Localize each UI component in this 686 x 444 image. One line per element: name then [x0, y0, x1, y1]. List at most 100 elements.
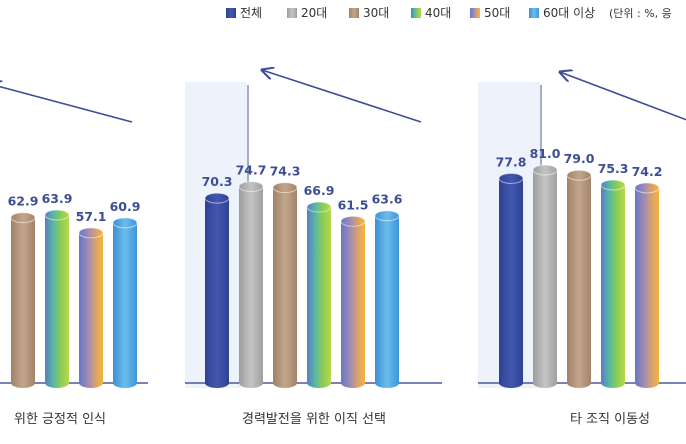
bar-cap-total	[204, 192, 230, 204]
bar-body-60s-plus	[113, 222, 137, 383]
bar-body-20s	[239, 186, 263, 383]
bar-base-40s	[601, 378, 625, 388]
bar-30s	[272, 182, 298, 388]
legend-label-20s: 20대	[301, 6, 327, 20]
legend-item-60s-plus: 60대 이상	[529, 6, 595, 20]
bar-50s	[340, 215, 366, 388]
legend-label-40s: 40대	[425, 6, 451, 20]
trend-arrow	[262, 70, 422, 123]
bar-base-50s	[635, 378, 659, 388]
bar-base-60s-plus	[113, 378, 137, 388]
value-label-total: 70.3	[202, 174, 233, 189]
trend-arrow	[0, 84, 133, 123]
bar-total	[204, 192, 230, 388]
legend-label-30s: 30대	[363, 6, 389, 20]
legend-swatch-60s-plus	[529, 8, 539, 18]
bar-50s	[78, 227, 104, 388]
bar-cap-40s	[306, 201, 332, 213]
bar-base-50s	[79, 378, 103, 388]
bar-base-20s	[239, 378, 263, 388]
bar-30s	[10, 212, 36, 388]
bar-body-60s-plus	[375, 215, 399, 383]
bar-body-50s	[341, 221, 365, 383]
chart-panel-1: 62.9 63.957.160.9 위한 긍정적 인식	[0, 82, 148, 427]
bar-cap-30s	[272, 182, 298, 194]
bar-cap-total	[498, 172, 524, 184]
value-label-50s: 61.5	[338, 197, 369, 212]
bar-base-20s	[533, 378, 557, 388]
bar-cap-60s-plus	[112, 217, 138, 229]
legend-label-50s: 50대	[484, 6, 510, 20]
bar-60s-plus	[374, 210, 400, 388]
bar-cap-30s	[10, 212, 36, 224]
bar-body-30s	[273, 187, 297, 383]
bar-base-total	[205, 378, 229, 388]
bar-base-40s	[45, 378, 69, 388]
bar-body-20s	[533, 169, 557, 383]
legend-item-30s: 30대	[349, 6, 389, 20]
chart-panel-2: 70.374.7 74.366.961.5 63.6 경력발전을 위한 이직 선택	[185, 70, 442, 427]
bar-cap-50s	[78, 227, 104, 239]
bar-cap-40s	[44, 209, 70, 221]
bar-40s	[306, 201, 332, 388]
value-label-total: 77.8	[496, 154, 527, 169]
value-label-40s: 66.9	[304, 183, 335, 198]
bar-cap-40s	[600, 179, 626, 191]
bar-base-30s	[11, 378, 35, 388]
bar-base-total	[499, 378, 523, 388]
chart-panel-3: 77.881.0 79.075.3 74.2 타 조직 이동성	[478, 72, 686, 427]
legend-item-total: 전체	[226, 6, 262, 20]
legend-swatch-20s	[287, 8, 297, 18]
bar-base-30s	[273, 378, 297, 388]
value-label-40s: 63.9	[42, 191, 73, 206]
chart-panels: 62.9 63.957.160.9 위한 긍정적 인식 70.374.7 74.366.…	[0, 70, 686, 427]
panel-title: 위한 긍정적 인식	[14, 412, 106, 427]
bar-cap-30s	[566, 169, 592, 181]
bar-cap-60s-plus	[374, 210, 400, 222]
bar-40s	[600, 179, 626, 388]
value-label-20s: 81.0	[530, 146, 561, 161]
bar-body-40s	[307, 207, 331, 383]
bar-cap-50s	[340, 215, 366, 227]
value-label-30s: 74.3	[270, 164, 301, 179]
bar-50s	[634, 182, 660, 388]
legend-swatch-total	[226, 8, 236, 18]
legend-label-total: 전체	[240, 6, 262, 20]
value-label-30s: 62.9	[8, 194, 39, 209]
trend-arrow	[560, 72, 686, 121]
value-label-60s-plus: 63.6	[372, 192, 403, 207]
bar-body-total	[499, 178, 523, 383]
bar-base-40s	[307, 378, 331, 388]
bar-body-total	[205, 198, 229, 383]
panel-title: 타 조직 이동성	[570, 412, 650, 427]
value-label-40s: 75.3	[598, 161, 629, 176]
bar-body-30s	[567, 175, 591, 383]
value-label-50s: 74.2	[632, 164, 663, 179]
bar-base-50s	[341, 378, 365, 388]
bar-body-50s	[79, 232, 103, 383]
legend-item-40s: 40대	[411, 6, 451, 20]
bar-body-30s	[11, 217, 35, 383]
bar-total	[498, 172, 524, 388]
bar-base-60s-plus	[375, 378, 399, 388]
bar-body-50s	[635, 187, 659, 383]
value-label-30s: 79.0	[564, 151, 595, 166]
bar-body-40s	[601, 184, 625, 383]
bar-cap-50s	[634, 182, 660, 194]
bar-20s	[238, 181, 264, 388]
unit-note: (단위 : %, 응	[609, 7, 672, 20]
legend-item-50s: 50대	[470, 6, 510, 20]
legend-item-20s: 20대	[287, 6, 327, 20]
panel-title: 경력발전을 위한 이직 선택	[242, 412, 386, 427]
value-label-50s: 57.1	[76, 209, 107, 224]
value-label-60s-plus: 60.9	[110, 199, 141, 214]
legend-label-60s-plus: 60대 이상	[543, 6, 595, 20]
legend-swatch-30s	[349, 8, 359, 18]
bar-20s	[532, 164, 558, 388]
bar-40s	[44, 209, 70, 388]
value-label-20s: 74.7	[236, 163, 267, 178]
bar-cap-20s	[238, 181, 264, 193]
legend: 전체 20대 30대 40대 50대 60대 이상 (단위 :	[226, 6, 672, 20]
